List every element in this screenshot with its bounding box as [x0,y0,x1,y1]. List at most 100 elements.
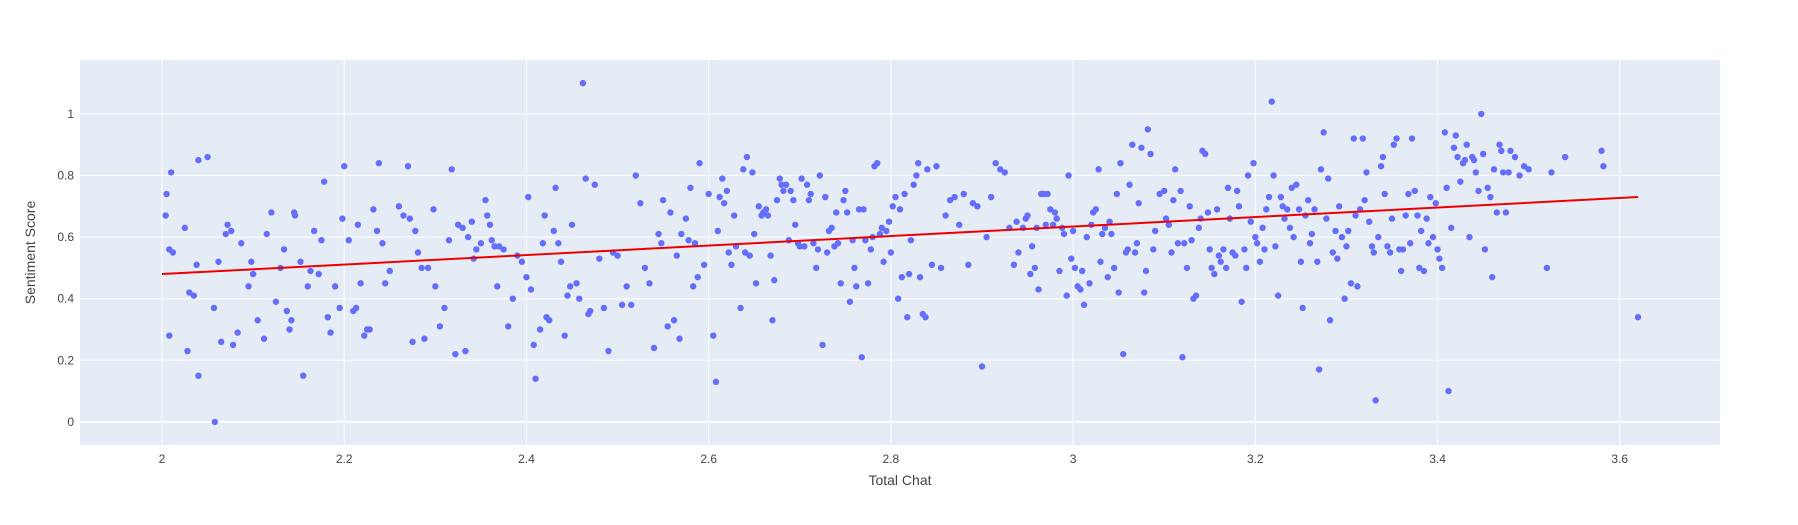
data-point [1253,240,1261,247]
data-point [913,172,920,179]
data-point [454,221,462,228]
y-tick-label: 0 [67,415,74,429]
data-point [1343,243,1350,250]
y-gridlines [80,113,1720,423]
data-point [600,304,608,312]
data-point [787,187,794,195]
data-point [1047,206,1054,213]
data-point [1028,243,1036,250]
x-tick-label: 3 [1070,452,1077,466]
data-point [462,347,469,355]
data-point [1407,240,1414,247]
data-point [1272,243,1279,250]
data-point [1372,397,1379,404]
data-point [229,341,237,349]
data-point [491,243,498,250]
x-tick-label: 3.4 [1429,452,1446,466]
data-point [694,273,701,281]
data-point [1525,166,1532,173]
data-point [714,227,721,235]
data-point [1417,227,1425,235]
data-point [248,258,255,265]
data-point [1261,246,1268,253]
data-point [997,166,1004,173]
data-point [568,221,576,228]
data-point [1314,258,1321,265]
data-point [1484,184,1491,192]
data-point [412,227,419,235]
data-point [1171,166,1179,173]
data-point [327,329,334,336]
data-point [1479,150,1487,158]
data-point [1252,233,1259,241]
data-point [1457,178,1464,185]
data-point [1035,286,1042,293]
data-point [315,270,322,278]
data-point [1104,273,1111,281]
data-point [552,184,559,192]
data-point [712,378,720,386]
data-point [268,209,275,216]
data-point [1010,261,1018,269]
data-point [1489,273,1496,281]
data-point [834,240,842,247]
data-point [1241,246,1248,253]
data-point [878,224,885,232]
data-point [946,196,954,204]
data-point [186,289,193,296]
data-point [1381,190,1388,198]
data-point [1299,304,1306,312]
data-point [874,159,881,167]
data-point [1441,129,1449,136]
data-point [632,172,639,179]
data-point [1170,196,1177,204]
data-point [1060,230,1068,238]
data-point [1243,264,1250,272]
data-point [887,249,895,256]
data-point [1368,243,1376,250]
x-tick-label: 2.8 [883,452,900,466]
data-point [812,264,820,272]
data-point [361,332,368,339]
data-point [459,224,466,232]
data-point [1290,233,1297,241]
data-point [254,317,261,324]
data-point [1425,240,1432,247]
data-point [670,317,678,324]
data-point [1478,110,1485,118]
data-point [1335,203,1343,210]
data-point [664,323,671,330]
data-point [1079,267,1086,275]
data-point [1238,298,1245,305]
data-point [916,273,924,281]
data-point [1129,141,1136,148]
data-point [1031,264,1039,272]
data-point [318,236,325,244]
data-point [1274,292,1282,299]
data-point [555,240,562,247]
y-tick-label: 0.8 [57,169,74,183]
data-point [509,295,516,302]
x-tick-label: 2 [159,452,166,466]
data-point [1256,258,1264,265]
data-point [1250,159,1257,167]
data-point [190,292,198,299]
data-point [1461,156,1469,164]
data-point [406,215,414,222]
data-point [573,280,580,287]
data-point [1361,196,1368,204]
data-point [1350,135,1357,142]
data-point [1206,246,1213,253]
data-point [803,181,811,188]
data-point [1147,150,1154,158]
data-point [204,153,211,161]
data-point [992,159,999,167]
data-point [1108,230,1115,238]
data-point [249,270,257,278]
y-tick-labels: 0 0.2 0.4 0.6 0.8 1 [57,107,74,429]
data-point [1323,215,1330,222]
y-tick-label: 0.2 [57,353,74,367]
data-point [1131,249,1139,256]
plot-background [80,60,1720,445]
data-point [1181,240,1188,247]
